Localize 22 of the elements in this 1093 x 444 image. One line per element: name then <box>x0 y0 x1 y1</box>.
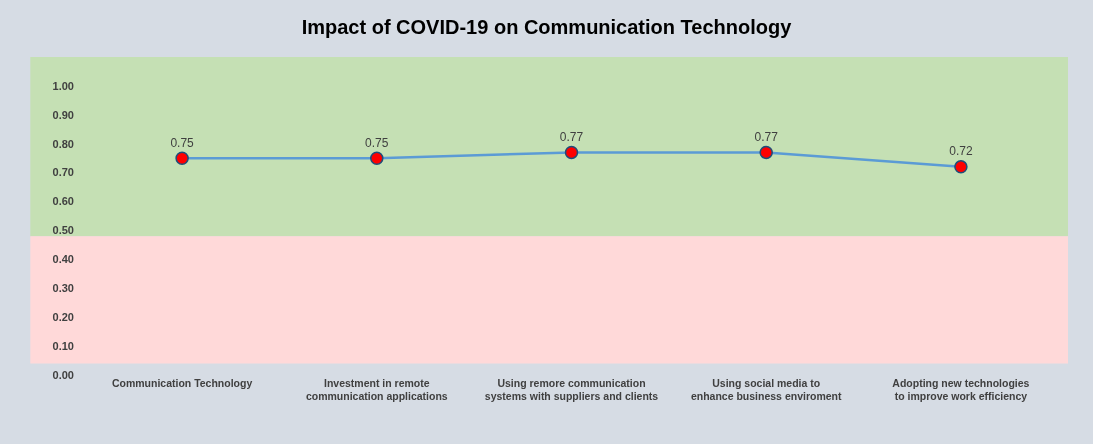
x-tick-label: Investment in remote communication applications <box>305 376 448 403</box>
x-tick-label: Adopting new technologies to improve work efficiency <box>892 376 1030 403</box>
y-tick-label: 1.00 <box>52 79 74 92</box>
y-tick-label: 0.90 <box>52 108 74 121</box>
x-tick-label: Communication Technology <box>111 376 253 389</box>
y-tick-label: 0.80 <box>52 137 74 150</box>
data-label: 0.75 <box>365 135 389 150</box>
data-label: 0.72 <box>949 144 973 159</box>
y-tick-label: 0.00 <box>52 368 74 381</box>
data-label: 0.77 <box>754 129 779 144</box>
chart-title: Impact of COVID-19 on Communication Technology <box>301 15 793 38</box>
y-tick-label: 0.60 <box>52 195 74 208</box>
y-tick-label: 0.20 <box>52 311 74 324</box>
data-label: 0.75 <box>170 135 195 150</box>
x-tick-label: Using social media to enhance business enviroment <box>690 376 842 403</box>
y-tick-label: 0.50 <box>52 224 74 237</box>
y-tick-label: 0.70 <box>52 166 74 179</box>
y-tick-label: 0.30 <box>52 282 74 295</box>
y-tick-label: 0.10 <box>52 339 74 352</box>
data-label: 0.77 <box>559 129 584 144</box>
x-tick-label: Using remore communication systems with suppliers and clients <box>484 376 659 403</box>
y-tick-label: 0.40 <box>52 253 74 266</box>
